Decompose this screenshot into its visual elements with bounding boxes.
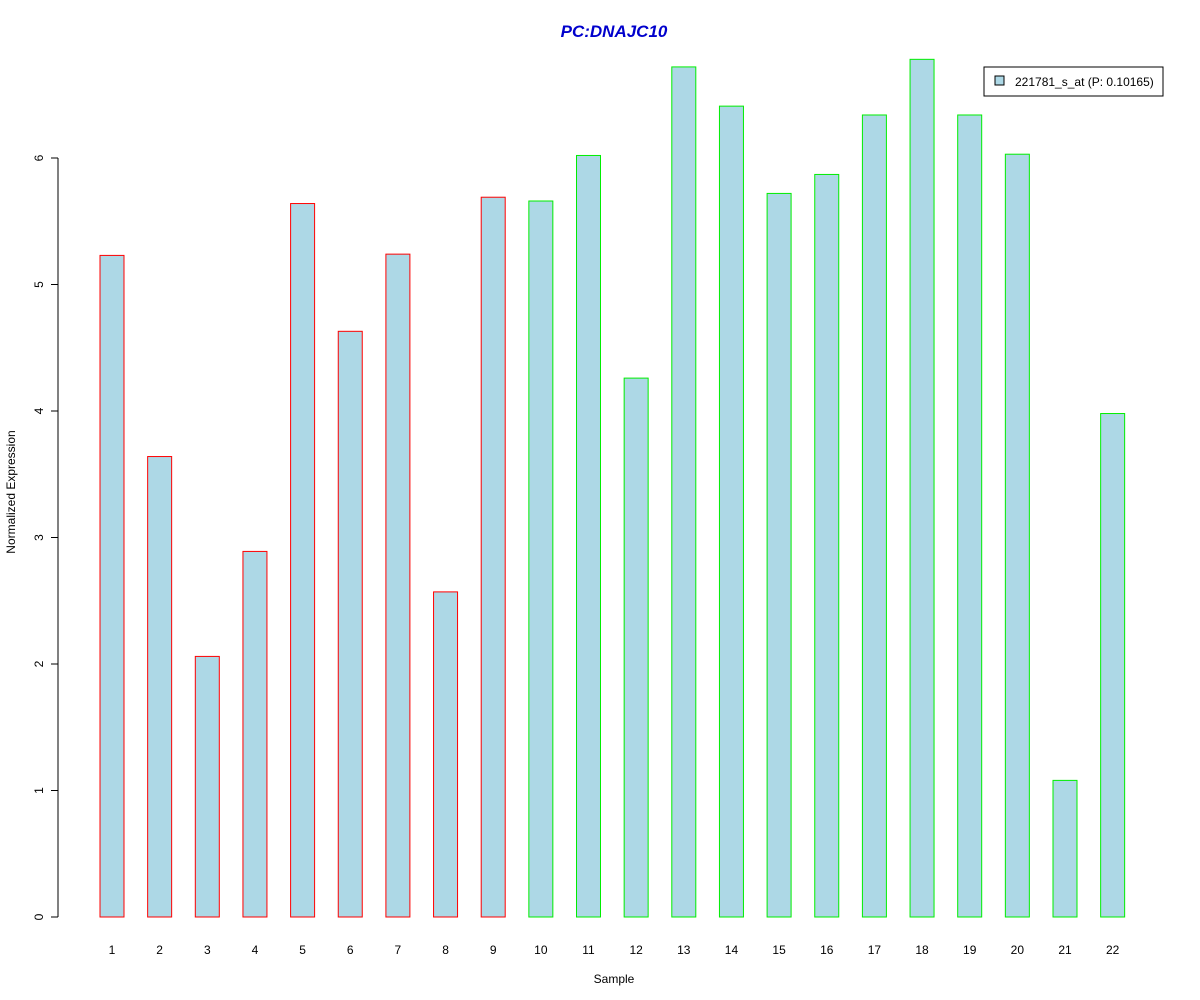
x-tick-label: 22 [1106, 943, 1120, 957]
y-tick-label: 6 [32, 154, 46, 161]
bar-sample-17 [861, 114, 887, 918]
x-tick-label: 1 [109, 943, 116, 957]
y-axis: 0 1 2 3 4 5 6 [32, 154, 59, 920]
bar-sample-13 [671, 66, 697, 918]
x-tick-label: 6 [347, 943, 354, 957]
bar-sample-3 [194, 655, 220, 918]
bar-sample-20 [1004, 153, 1030, 918]
y-tick-label: 3 [32, 534, 46, 541]
x-tick-label: 11 [582, 943, 595, 957]
bars [99, 58, 1126, 918]
y-tick-label: 2 [32, 660, 46, 667]
bar-sample-2 [147, 456, 173, 918]
x-tick-label: 17 [868, 943, 882, 957]
x-tick-label: 7 [395, 943, 402, 957]
bar-sample-1 [99, 254, 125, 918]
bar-sample-18 [909, 58, 935, 918]
bar-sample-14 [718, 105, 744, 918]
x-tick-label: 12 [629, 943, 643, 957]
x-tick-label: 16 [820, 943, 834, 957]
bar-sample-10 [528, 200, 554, 918]
x-tick-label: 13 [677, 943, 691, 957]
x-tick-label: 2 [156, 943, 163, 957]
legend-swatch [994, 75, 1005, 86]
x-tick-label: 8 [442, 943, 449, 957]
x-tick-label: 3 [204, 943, 211, 957]
x-tick-label: 18 [915, 943, 929, 957]
y-tick-label: 0 [32, 913, 46, 920]
bar-sample-12 [623, 377, 649, 918]
x-tick-label: 14 [725, 943, 739, 957]
y-tick-label: 4 [32, 407, 46, 414]
y-tick-label: 1 [32, 787, 46, 794]
bar-sample-9 [480, 196, 506, 918]
x-tick-label: 20 [1011, 943, 1025, 957]
x-tick-label: 9 [490, 943, 497, 957]
x-tick-label: 4 [252, 943, 259, 957]
x-tick-labels: 1 2 3 4 5 6 7 8 9 10 11 12 13 14 15 16 17 18 19 20 21 22 [109, 943, 1120, 957]
x-axis-label: Sample [594, 972, 635, 986]
y-axis-label: Normalized Expression [4, 430, 18, 553]
chart-title: PC:DNAJC10 [561, 22, 668, 41]
bar-sample-11 [576, 154, 601, 918]
x-tick-label: 21 [1058, 943, 1072, 957]
x-tick-label: 15 [772, 943, 786, 957]
bar-sample-7 [385, 253, 411, 918]
x-tick-label: 10 [534, 943, 548, 957]
x-tick-label: 5 [299, 943, 306, 957]
legend-entry: 221781_s_at (P: 0.10165) [1015, 75, 1154, 89]
bar-sample-22 [1100, 413, 1126, 918]
bar-sample-4 [242, 550, 268, 918]
bar-sample-19 [957, 114, 983, 918]
legend: 221781_s_at (P: 0.10165) [983, 66, 1164, 97]
bar-sample-21 [1052, 779, 1078, 918]
bar-sample-5 [290, 203, 316, 918]
x-tick-label: 19 [963, 943, 977, 957]
bar-sample-15 [766, 192, 792, 918]
bar-sample-16 [814, 173, 840, 918]
bar-sample-8 [433, 591, 459, 918]
y-tick-label: 5 [32, 281, 46, 288]
legend-box [983, 66, 1164, 97]
bar-sample-6 [337, 330, 363, 918]
